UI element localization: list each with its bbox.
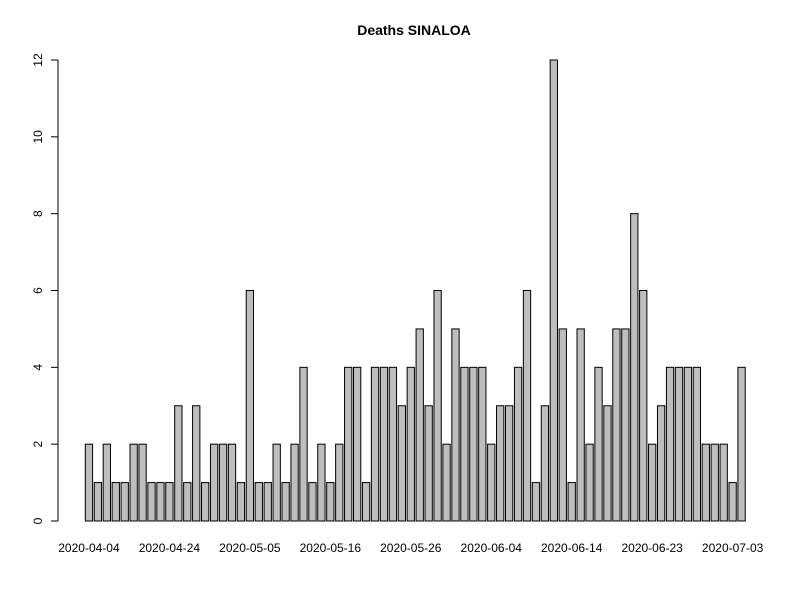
bar	[648, 443, 657, 522]
x-tick-label: 2020-07-03	[702, 541, 764, 555]
bar	[728, 482, 737, 522]
bar	[737, 366, 746, 522]
bar	[594, 366, 603, 522]
bar	[388, 366, 398, 522]
bar	[576, 328, 585, 522]
bar	[531, 482, 541, 522]
bar	[192, 405, 201, 522]
bar	[621, 328, 630, 522]
bar	[236, 482, 246, 522]
bar	[710, 443, 719, 522]
bars	[84, 59, 746, 522]
bar	[665, 366, 675, 522]
bar	[370, 366, 380, 522]
chart-title: Deaths SINALOA	[357, 22, 471, 38]
bar	[245, 290, 255, 522]
bar	[290, 443, 299, 522]
bar	[281, 482, 290, 522]
bar	[683, 366, 693, 522]
bar	[218, 443, 228, 522]
bar	[424, 405, 433, 522]
bar	[397, 405, 407, 522]
bar	[630, 213, 639, 522]
x-tick-label: 2020-06-14	[541, 541, 603, 555]
bar	[558, 328, 567, 522]
y-axis: 0 2 4 6 8 10 12	[31, 53, 59, 524]
x-tick-label: 2020-06-23	[621, 541, 683, 555]
bar	[209, 443, 219, 522]
bar	[299, 366, 308, 522]
bar	[496, 405, 505, 522]
bar	[540, 405, 550, 522]
bar	[442, 443, 451, 522]
bar	[183, 482, 192, 522]
bar	[379, 366, 389, 522]
bar	[308, 482, 317, 522]
y-tick-label: 4	[31, 364, 45, 371]
bar	[254, 482, 263, 522]
bar	[165, 482, 174, 522]
bar	[111, 482, 120, 522]
bar	[272, 443, 281, 522]
bar	[201, 482, 210, 522]
bar	[567, 482, 576, 522]
bar	[522, 290, 532, 522]
bar	[156, 482, 165, 522]
bar	[612, 328, 621, 522]
bar	[84, 443, 94, 522]
x-axis: 2020-04-04 2020-04-24 2020-05-05 2020-05-16…	[58, 541, 763, 555]
bar	[585, 443, 594, 522]
bar	[102, 443, 111, 522]
bar	[478, 366, 487, 522]
y-tick-label: 12	[31, 53, 45, 67]
bar	[353, 366, 362, 522]
bar	[513, 366, 523, 522]
bar	[701, 443, 710, 522]
bar	[415, 328, 424, 522]
x-tick-label: 2020-04-24	[139, 541, 201, 555]
bar	[639, 290, 648, 522]
y-tick-label: 6	[31, 287, 45, 294]
bar	[129, 443, 138, 522]
bar	[487, 443, 496, 522]
y-tick-label: 10	[31, 130, 45, 144]
y-tick-label: 2	[31, 441, 45, 448]
bar	[469, 366, 478, 522]
bar	[344, 366, 353, 522]
bar	[120, 482, 129, 522]
bar	[504, 405, 514, 522]
bar	[263, 482, 272, 522]
bar	[433, 290, 442, 522]
bar	[656, 405, 666, 522]
bar	[227, 443, 237, 522]
bar	[549, 59, 558, 522]
bar	[692, 366, 702, 522]
x-tick-label: 2020-05-26	[380, 541, 442, 555]
y-tick-label: 8	[31, 210, 45, 217]
bar	[335, 443, 344, 522]
bar	[138, 443, 147, 522]
bar	[326, 482, 335, 522]
x-tick-label: 2020-05-16	[300, 541, 362, 555]
bar	[93, 482, 103, 522]
bar	[317, 443, 326, 522]
bar	[147, 482, 156, 522]
bar	[361, 482, 371, 522]
bar	[603, 405, 612, 522]
x-tick-label: 2020-05-05	[219, 541, 281, 555]
bar	[451, 328, 460, 522]
bar	[719, 443, 728, 522]
bar	[174, 405, 183, 522]
bar	[406, 366, 415, 522]
x-tick-label: 2020-06-04	[461, 541, 523, 555]
bar	[460, 366, 469, 522]
bar	[674, 366, 684, 522]
y-tick-label: 0	[31, 517, 45, 524]
x-tick-label: 2020-04-04	[58, 541, 120, 555]
